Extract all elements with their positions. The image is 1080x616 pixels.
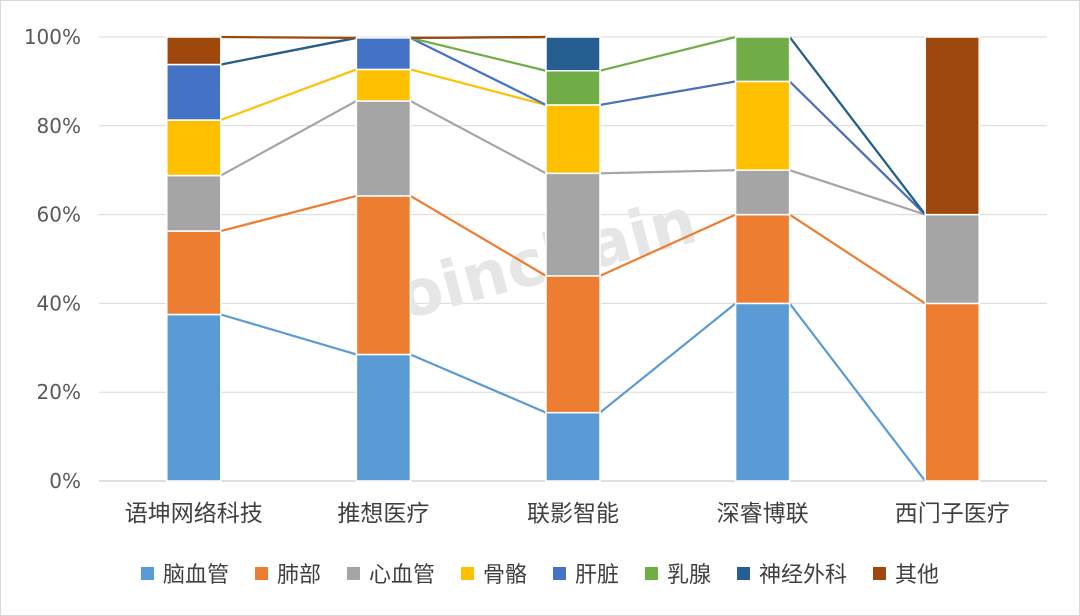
bar-segment <box>166 63 222 121</box>
y-axis: 0% 20% 40% 60% 80% 100% <box>24 25 81 493</box>
legend-swatch <box>347 567 360 580</box>
bar-segment <box>166 119 222 177</box>
legend: 脑血管 肺部 心血管 骨骼 肝脏 乳腺 神经外科 其他 <box>141 563 939 588</box>
series-line <box>220 68 357 122</box>
y-tick-label: 0% <box>49 469 81 493</box>
bar-segment <box>545 172 601 277</box>
bar-segment <box>545 36 601 72</box>
bar-segment <box>355 195 412 356</box>
series-line <box>409 353 547 414</box>
watermark-text: Joinchain <box>363 184 704 342</box>
series-line <box>599 80 736 107</box>
series-line <box>220 35 357 39</box>
bar-segment <box>545 411 601 482</box>
x-tick-label: 语坤网络科技 <box>125 501 263 527</box>
series-line <box>409 195 547 277</box>
bar-segment <box>734 36 791 83</box>
bar-segment <box>545 69 601 106</box>
bar-segment <box>734 169 791 216</box>
legend-swatch <box>255 567 268 580</box>
x-tick-label: 西门子医疗 <box>895 501 1010 527</box>
bar-segment <box>924 213 980 305</box>
legend-label: 肺部 <box>277 563 321 588</box>
bar-segment <box>355 353 412 482</box>
legend-label: 神经外科 <box>759 563 847 588</box>
y-tick-label: 80% <box>37 114 81 138</box>
series-line <box>220 194 357 233</box>
series-connector-lines <box>220 35 927 482</box>
series-line <box>410 68 547 106</box>
legend-label: 骨骼 <box>483 563 527 588</box>
y-tick-label: 100% <box>24 25 81 49</box>
series-line <box>788 213 926 305</box>
series-line <box>788 302 927 482</box>
bar-segment <box>734 302 791 482</box>
series-line <box>599 169 736 175</box>
legend-label: 其他 <box>895 563 939 588</box>
series-line <box>599 302 737 414</box>
legend-label: 乳腺 <box>667 563 711 588</box>
bar-segment <box>355 68 412 102</box>
bar-segment <box>166 313 222 482</box>
x-tick-label: 联影智能 <box>527 501 619 527</box>
series-line <box>599 213 737 277</box>
series-line <box>788 80 926 216</box>
y-tick-label: 20% <box>37 380 81 404</box>
series-line <box>220 313 357 356</box>
bar-segment <box>734 213 791 305</box>
series-line <box>789 169 926 216</box>
x-tick-label: 推想医疗 <box>337 501 429 527</box>
legend-label: 心血管 <box>369 563 435 588</box>
bar-segment <box>355 37 412 71</box>
bars <box>166 36 980 482</box>
bar-segment <box>166 230 222 316</box>
series-line <box>410 35 547 39</box>
bar-segment <box>734 80 791 171</box>
series-line <box>788 36 927 216</box>
y-tick-label: 60% <box>37 203 81 227</box>
legend-swatch <box>873 567 886 580</box>
bar-segment <box>545 104 601 175</box>
series-line <box>220 99 357 177</box>
x-tick-label: 深睿博联 <box>717 501 809 527</box>
legend-swatch <box>141 567 154 580</box>
x-axis: 语坤网络科技 推想医疗 联影智能 深睿博联 西门子医疗 <box>125 501 1010 527</box>
series-line <box>599 35 736 72</box>
series-line <box>409 99 547 175</box>
legend-swatch <box>553 567 566 580</box>
legend-swatch <box>737 567 750 580</box>
series-line <box>409 36 547 106</box>
bar-segment <box>355 100 412 197</box>
legend-swatch <box>645 567 658 580</box>
legend-label: 脑血管 <box>163 563 229 588</box>
bar-segment <box>924 302 980 482</box>
bar-segment <box>166 174 222 232</box>
legend-label: 肝脏 <box>575 563 619 588</box>
y-tick-label: 40% <box>37 291 81 315</box>
series-line <box>220 36 357 66</box>
bar-segment <box>545 275 601 414</box>
series-line <box>410 36 547 72</box>
bar-segment <box>166 36 222 66</box>
legend-swatch <box>461 567 474 580</box>
bar-segment <box>924 36 980 216</box>
